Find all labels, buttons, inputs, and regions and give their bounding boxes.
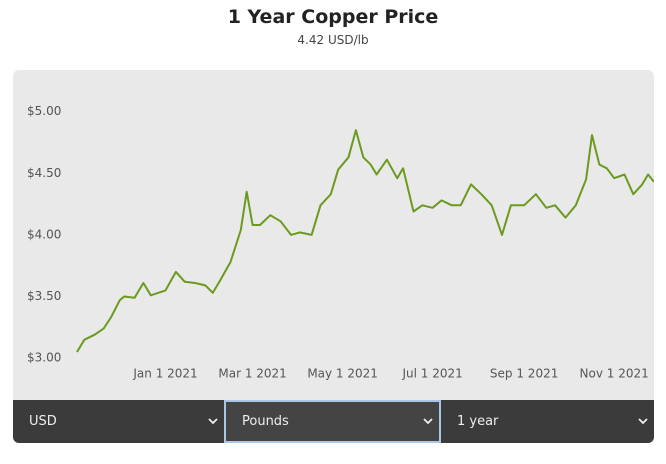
chart-panel: $3.00 $3.50 $4.00 $4.50 $5.00 Jan 1 2021 Mar 1… bbox=[13, 70, 654, 443]
chevron bbox=[208, 418, 218, 425]
chart: $3.00 $3.50 $4.00 $4.50 $5.00 Jan 1 2021 Mar 1… bbox=[27, 104, 654, 381]
unit-select[interactable]: Pounds bbox=[224, 400, 441, 443]
period-value: 1 year bbox=[457, 414, 499, 429]
price-line bbox=[76, 129, 654, 353]
currency-select[interactable]: USD bbox=[13, 400, 224, 443]
y-tick-label: $3.00 bbox=[27, 351, 61, 365]
y-tick-label: $4.50 bbox=[27, 166, 61, 180]
chevron bbox=[638, 418, 648, 425]
unit-value: Pounds bbox=[242, 414, 289, 429]
period-select[interactable]: 1 year bbox=[441, 400, 654, 443]
y-tick-label: $3.50 bbox=[27, 289, 61, 303]
x-tick-label: Jan 1 2021 bbox=[132, 367, 197, 381]
control-bar: USD Pounds 1 year bbox=[13, 400, 654, 443]
x-tick-label: May 1 2021 bbox=[307, 367, 378, 381]
chart-title: 1 Year Copper Price bbox=[227, 6, 439, 28]
x-tick-label: Mar 1 2021 bbox=[218, 367, 286, 381]
x-tick-label: Jul 1 2021 bbox=[402, 367, 463, 381]
x-tick-label: Sep 1 2021 bbox=[490, 367, 558, 381]
chevron bbox=[423, 418, 433, 425]
chart-subtitle: 4.42 USD/lb bbox=[297, 33, 369, 47]
currency-value: USD bbox=[29, 414, 57, 429]
y-tick-label: $4.00 bbox=[27, 227, 61, 241]
x-tick-label: Nov 1 2021 bbox=[580, 367, 649, 381]
y-tick-label: $5.00 bbox=[27, 104, 61, 118]
